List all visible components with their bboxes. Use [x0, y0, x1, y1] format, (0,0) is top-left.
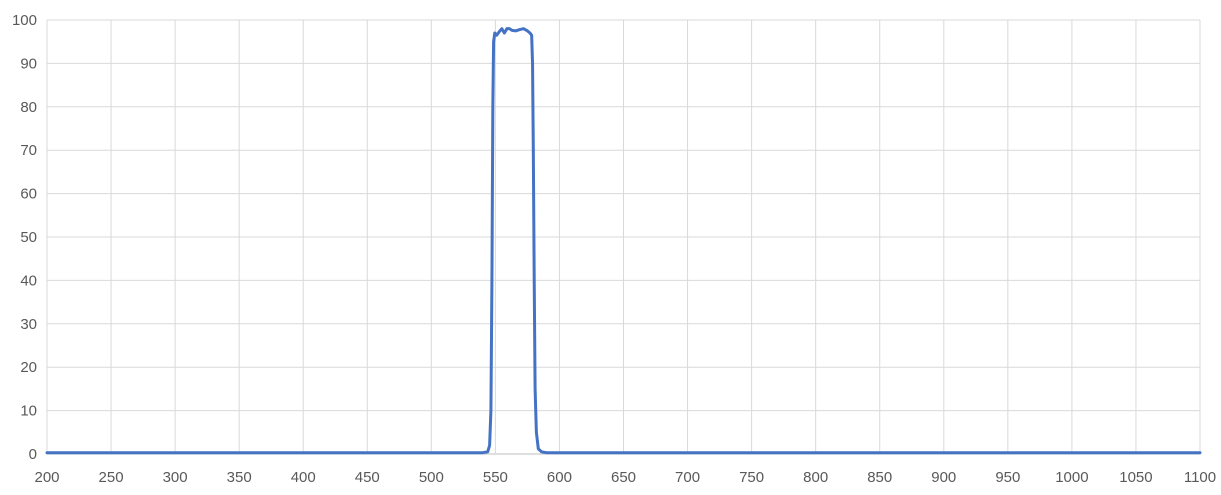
x-tick-label: 950 — [995, 469, 1020, 486]
y-tick-label: 30 — [20, 316, 37, 333]
x-tick-label: 1000 — [1055, 469, 1088, 486]
x-tick-label: 550 — [483, 469, 508, 486]
x-tick-label: 300 — [163, 469, 188, 486]
x-tick-label: 500 — [419, 469, 444, 486]
x-tick-label: 1050 — [1119, 469, 1152, 486]
y-tick-label: 0 — [29, 446, 37, 463]
y-tick-label: 70 — [20, 142, 37, 159]
x-tick-label: 850 — [867, 469, 892, 486]
y-axis-tick-labels: 0 10 20 30 40 50 60 70 80 90 100 — [12, 12, 37, 463]
x-tick-label: 650 — [611, 469, 636, 486]
y-tick-label: 60 — [20, 186, 37, 203]
series-layer — [45, 27, 1202, 455]
y-tick-label: 90 — [20, 55, 37, 72]
y-tick-label: 20 — [20, 359, 37, 376]
y-tick-label: 80 — [20, 99, 37, 116]
y-tick-label: 40 — [20, 272, 37, 289]
grid — [46, 19, 1201, 455]
x-tick-label: 750 — [739, 469, 764, 486]
x-tick-label: 900 — [931, 469, 956, 486]
x-tick-label: 1100 — [1184, 469, 1216, 486]
y-tick-label: 50 — [20, 229, 37, 246]
x-tick-label: 600 — [547, 469, 572, 486]
x-tick-label: 700 — [675, 469, 700, 486]
x-tick-label: 350 — [227, 469, 252, 486]
y-tick-label: 10 — [20, 403, 37, 420]
y-tick-label: 100 — [12, 12, 37, 29]
x-tick-label: 400 — [291, 469, 316, 486]
x-axis-tick-labels: 200 250 300 350 400 450 500 550 600 650 700 750 800 8… — [34, 469, 1216, 486]
x-tick-label: 250 — [99, 469, 124, 486]
x-tick-label: 450 — [355, 469, 380, 486]
series-line — [45, 27, 1202, 455]
x-tick-label: 200 — [34, 469, 59, 486]
x-tick-label: 800 — [803, 469, 828, 486]
